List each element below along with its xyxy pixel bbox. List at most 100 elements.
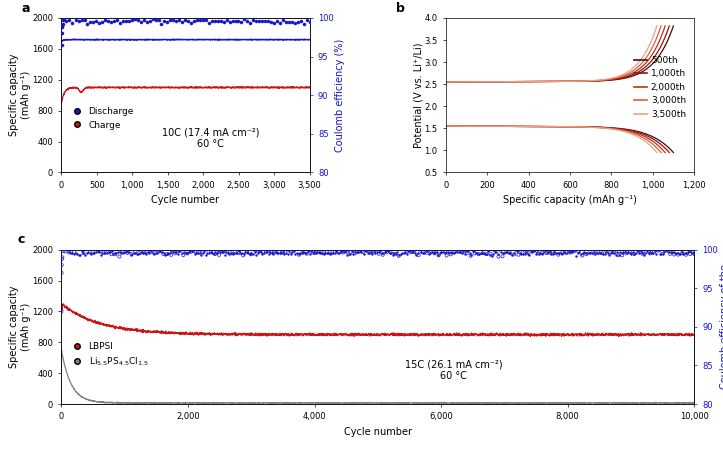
Point	[441, 252, 453, 259]
Point	[413, 251, 424, 259]
Point	[580, 250, 591, 257]
Point	[144, 17, 155, 24]
Point	[604, 251, 615, 258]
Point	[368, 249, 380, 256]
Point	[337, 247, 348, 255]
Point	[569, 247, 581, 254]
Point	[249, 248, 260, 255]
Point	[609, 251, 621, 258]
Point	[67, 19, 78, 26]
Point	[564, 248, 576, 255]
Point	[150, 16, 161, 23]
Point	[158, 18, 170, 25]
Point	[174, 247, 185, 255]
Point	[228, 250, 240, 257]
Point	[341, 248, 353, 255]
Point	[233, 247, 244, 254]
Point	[667, 248, 678, 255]
Point	[106, 248, 118, 255]
Point	[260, 17, 271, 24]
Point	[90, 17, 102, 24]
Point	[296, 250, 307, 257]
Point	[151, 250, 163, 257]
Point	[121, 247, 133, 255]
Point	[683, 247, 695, 255]
Point	[381, 249, 393, 256]
Point	[672, 249, 684, 256]
Point	[329, 249, 341, 256]
Point	[469, 248, 480, 255]
Point	[362, 250, 373, 257]
Point	[469, 250, 480, 257]
Point	[194, 249, 205, 256]
Point	[652, 247, 664, 254]
Point	[533, 251, 544, 258]
Point	[56, 261, 67, 269]
Point	[129, 15, 141, 22]
Point	[252, 250, 263, 257]
Point	[269, 249, 281, 256]
Point	[495, 249, 507, 256]
Point	[489, 247, 500, 254]
Point	[203, 19, 215, 26]
Point	[401, 248, 413, 255]
Point	[490, 248, 502, 255]
Point	[277, 16, 288, 23]
Point	[169, 250, 181, 257]
Point	[356, 248, 367, 255]
Point	[126, 251, 137, 258]
Point	[244, 19, 256, 26]
Point	[85, 251, 97, 258]
Point	[87, 18, 99, 26]
Point	[112, 249, 124, 256]
Point	[153, 17, 164, 24]
Point	[533, 250, 544, 257]
Point	[230, 249, 241, 256]
Point	[345, 251, 356, 258]
Point	[163, 249, 174, 256]
Point	[186, 247, 197, 255]
Point	[461, 247, 472, 255]
Point	[351, 249, 362, 256]
Point	[633, 247, 644, 254]
Point	[578, 248, 590, 255]
Point	[557, 251, 568, 258]
Point	[126, 17, 137, 24]
Point	[310, 249, 322, 256]
Point	[656, 248, 668, 255]
Point	[332, 249, 343, 256]
Point	[419, 249, 430, 256]
Point	[389, 250, 401, 257]
Point	[432, 251, 444, 258]
Point	[254, 247, 265, 254]
Point	[148, 251, 160, 258]
Point	[222, 249, 234, 256]
Point	[273, 249, 284, 256]
Point	[651, 251, 662, 258]
Point	[680, 249, 692, 256]
Point	[523, 251, 535, 258]
Point	[109, 250, 121, 257]
Point	[76, 17, 87, 24]
Point	[687, 249, 698, 256]
Point	[289, 19, 301, 26]
Point	[269, 248, 281, 255]
Point	[636, 250, 648, 257]
Point	[502, 248, 513, 255]
Point	[385, 249, 396, 256]
Point	[177, 251, 189, 259]
Point	[377, 251, 388, 258]
Point	[525, 248, 536, 255]
Point	[140, 250, 152, 257]
Point	[74, 251, 86, 258]
Point	[297, 249, 309, 256]
Point	[671, 250, 683, 257]
Point	[688, 249, 700, 256]
Point	[544, 248, 555, 255]
Point	[652, 247, 664, 254]
Point	[103, 249, 114, 256]
Point	[517, 249, 529, 256]
Point	[192, 17, 203, 24]
Point	[254, 18, 265, 25]
Point	[241, 248, 253, 255]
